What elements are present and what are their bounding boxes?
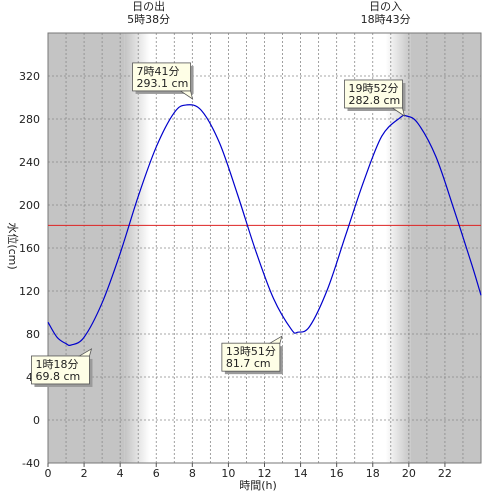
annotation-time: 1時18分 [35,358,78,371]
y-tick-label: 280 [19,113,40,126]
sunrise-label: 日の出 [132,0,165,13]
x-tick-label: 2 [81,467,88,480]
annotation-value: 69.8 cm [35,370,80,383]
y-tick-label: 320 [19,70,40,83]
sunset-label: 日の入 [369,0,402,13]
sunrise-time: 5時38分 [127,13,170,26]
x-axis-title: 時間(h) [239,479,277,492]
y-axis-title: 水位(cm) [6,222,20,269]
x-tick-label: 0 [45,467,52,480]
annotation-time: 7時41分 [137,65,180,78]
x-tick-label: 12 [258,467,272,480]
annotation-time: 13時51分 [226,345,276,358]
y-tick-label: -40 [22,457,40,470]
y-tick-label: 0 [33,414,40,427]
annotation-value: 293.1 cm [137,77,189,90]
x-tick-label: 6 [153,467,160,480]
x-tick-label: 4 [117,467,124,480]
grid-lines [48,33,481,463]
annotation-value: 282.8 cm [348,94,400,107]
x-tick-label: 18 [366,467,380,480]
annotation-time: 19時52分 [348,82,398,95]
y-tick-label: 200 [19,199,40,212]
annotation-value: 81.7 cm [226,357,271,370]
y-tick-label: 80 [26,328,40,341]
x-tick-label: 16 [330,467,344,480]
x-tick-label: 20 [402,467,416,480]
x-tick-label: 22 [438,467,452,480]
x-tick-labels: 0 2 4 6 8 10 12 14 16 18 20 22 [45,463,452,480]
y-tick-label: 120 [19,285,40,298]
y-tick-labels: -4004080120160200240280320 [19,70,40,470]
y-tick-label: 240 [19,156,40,169]
x-tick-label: 8 [189,467,196,480]
y-tick-label: 160 [19,242,40,255]
sunset-time: 18時43分 [361,13,411,26]
tide-series-line [47,104,482,346]
x-tick-label: 14 [294,467,308,480]
x-tick-label: 10 [221,467,235,480]
